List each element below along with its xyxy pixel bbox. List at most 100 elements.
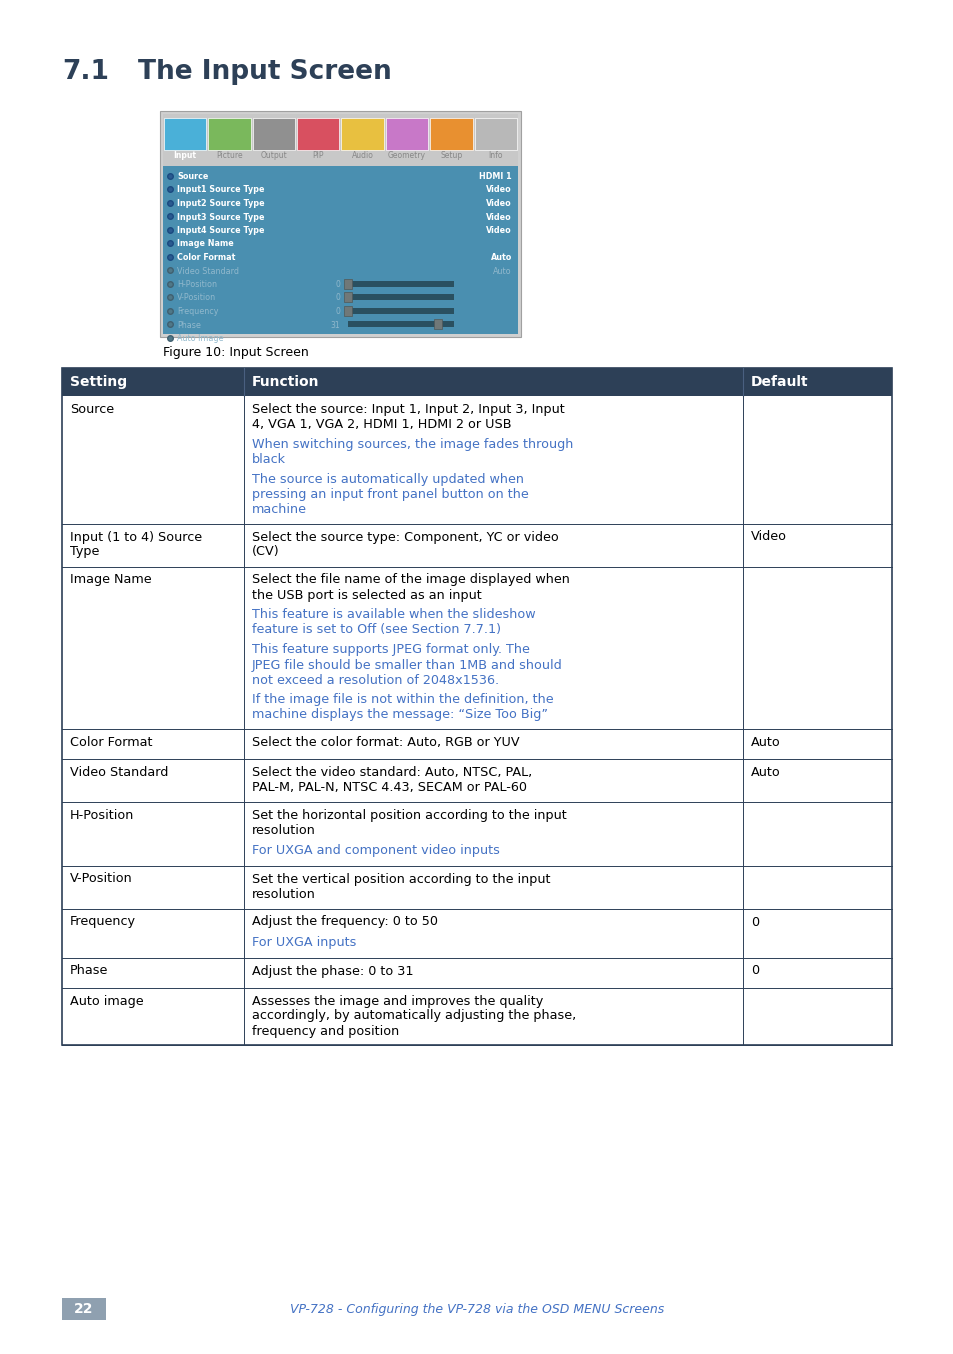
Text: H-Position: H-Position (177, 280, 216, 288)
Text: HDMI 1: HDMI 1 (478, 172, 512, 181)
Text: Color Format: Color Format (177, 253, 235, 263)
Bar (430, 118, 472, 150)
Bar (341, 118, 383, 150)
Bar (163, 114, 517, 167)
Text: Video: Video (750, 531, 786, 543)
Text: Output: Output (260, 152, 287, 160)
Text: Image Name: Image Name (177, 240, 233, 249)
Text: Select the file name of the image displayed when
the USB port is selected as an : Select the file name of the image displa… (252, 574, 569, 601)
Text: Input2 Source Type: Input2 Source Type (177, 199, 264, 209)
Text: Frequency: Frequency (177, 307, 218, 315)
Bar (62, 368, 891, 1045)
Bar (347, 280, 454, 287)
Text: Auto: Auto (490, 253, 512, 263)
Text: Source: Source (70, 403, 114, 416)
Text: VP-728 - Configuring the VP-728 via the OSD MENU Screens: VP-728 - Configuring the VP-728 via the … (290, 1303, 663, 1316)
Bar (347, 307, 454, 314)
Text: V-Position: V-Position (70, 872, 132, 886)
Bar (343, 279, 352, 288)
Text: 0: 0 (750, 915, 759, 929)
Text: 0: 0 (335, 307, 340, 315)
Bar (347, 294, 454, 301)
Bar (343, 306, 352, 315)
Text: Select the video standard: Auto, NTSC, PAL,
PAL-M, PAL-N, NTSC 4.43, SECAM or PA: Select the video standard: Auto, NTSC, P… (252, 766, 532, 793)
Text: Auto image: Auto image (70, 994, 144, 1007)
Text: Set the horizontal position according to the input
resolution: Set the horizontal position according to… (252, 808, 566, 837)
Text: Adjust the phase: 0 to 31: Adjust the phase: 0 to 31 (252, 964, 413, 978)
Text: Adjust the frequency: 0 to 50: Adjust the frequency: 0 to 50 (252, 915, 437, 929)
Text: Video: Video (486, 199, 512, 209)
Bar (160, 111, 520, 337)
Text: Input3 Source Type: Input3 Source Type (177, 213, 264, 222)
Bar (62, 760, 891, 802)
Bar (253, 118, 294, 150)
Bar (475, 118, 517, 150)
Text: Video: Video (486, 185, 512, 195)
Text: V-Position: V-Position (177, 294, 216, 302)
Text: 7.1: 7.1 (62, 60, 109, 85)
Text: Input4 Source Type: Input4 Source Type (177, 226, 264, 236)
Text: 31: 31 (331, 321, 340, 329)
Text: Video: Video (486, 213, 512, 222)
Text: When switching sources, the image fades through
black: When switching sources, the image fades … (252, 437, 573, 466)
Bar (385, 118, 428, 150)
Bar (62, 566, 891, 728)
Text: Set the vertical position according to the input
resolution: Set the vertical position according to t… (252, 872, 550, 900)
Text: Select the source: Input 1, Input 2, Input 3, Input
4, VGA 1, VGA 2, HDMI 1, HDM: Select the source: Input 1, Input 2, Inp… (252, 403, 564, 431)
Text: This feature supports JPEG format only. The
JPEG file should be smaller than 1MB: This feature supports JPEG format only. … (252, 643, 562, 686)
Text: Auto: Auto (493, 267, 512, 275)
Text: Auto: Auto (750, 737, 780, 749)
Text: Info: Info (488, 152, 502, 160)
Text: Color Format: Color Format (70, 737, 152, 749)
Text: For UXGA inputs: For UXGA inputs (252, 936, 356, 949)
Text: Auto Image: Auto Image (177, 334, 223, 343)
Text: Auto: Auto (750, 766, 780, 779)
Text: 0: 0 (335, 280, 340, 288)
Text: Function: Function (252, 375, 319, 389)
Text: Phase: Phase (70, 964, 109, 978)
Text: Input: Input (173, 152, 196, 160)
Text: Figure 10: Input Screen: Figure 10: Input Screen (163, 347, 309, 359)
Bar (62, 368, 891, 395)
Bar (62, 1298, 106, 1320)
Text: Audio: Audio (352, 152, 374, 160)
Text: Picture: Picture (216, 152, 243, 160)
Text: 0: 0 (750, 964, 759, 978)
Text: This feature is available when the slideshow
feature is set to Off (see Section : This feature is available when the slide… (252, 608, 535, 636)
Text: If the image file is not within the definition, the
machine displays the message: If the image file is not within the defi… (252, 693, 553, 720)
Text: Input1 Source Type: Input1 Source Type (177, 185, 264, 195)
Bar (62, 987, 891, 1045)
Text: Setup: Setup (440, 152, 462, 160)
Text: The source is automatically updated when
pressing an input front panel button on: The source is automatically updated when… (252, 473, 528, 516)
Text: H-Position: H-Position (70, 808, 134, 822)
Bar (164, 118, 206, 150)
Text: Frequency: Frequency (70, 915, 136, 929)
Text: Geometry: Geometry (388, 152, 426, 160)
Text: Image Name: Image Name (70, 574, 152, 586)
Text: Video Standard: Video Standard (177, 267, 239, 275)
Bar (62, 728, 891, 760)
Bar (62, 865, 891, 909)
Bar (62, 524, 891, 566)
Bar (434, 320, 441, 329)
Bar (62, 802, 891, 865)
Bar (347, 321, 454, 328)
Bar (62, 395, 891, 524)
Bar (62, 909, 891, 957)
Text: Video Standard: Video Standard (70, 766, 168, 779)
Text: For UXGA and component video inputs: For UXGA and component video inputs (252, 844, 499, 857)
Text: Select the color format: Auto, RGB or YUV: Select the color format: Auto, RGB or YU… (252, 737, 519, 749)
Bar (296, 118, 339, 150)
Bar (343, 292, 352, 302)
Text: The Input Screen: The Input Screen (138, 60, 392, 85)
Text: Video: Video (486, 226, 512, 236)
Bar (163, 167, 517, 334)
Text: Source: Source (177, 172, 208, 181)
Text: Input (1 to 4) Source
Type: Input (1 to 4) Source Type (70, 531, 202, 558)
Text: Default: Default (750, 375, 808, 389)
Bar (208, 118, 251, 150)
Text: PIP: PIP (313, 152, 324, 160)
Text: 0: 0 (335, 294, 340, 302)
Text: Phase: Phase (177, 321, 201, 329)
Text: 22: 22 (74, 1303, 93, 1316)
